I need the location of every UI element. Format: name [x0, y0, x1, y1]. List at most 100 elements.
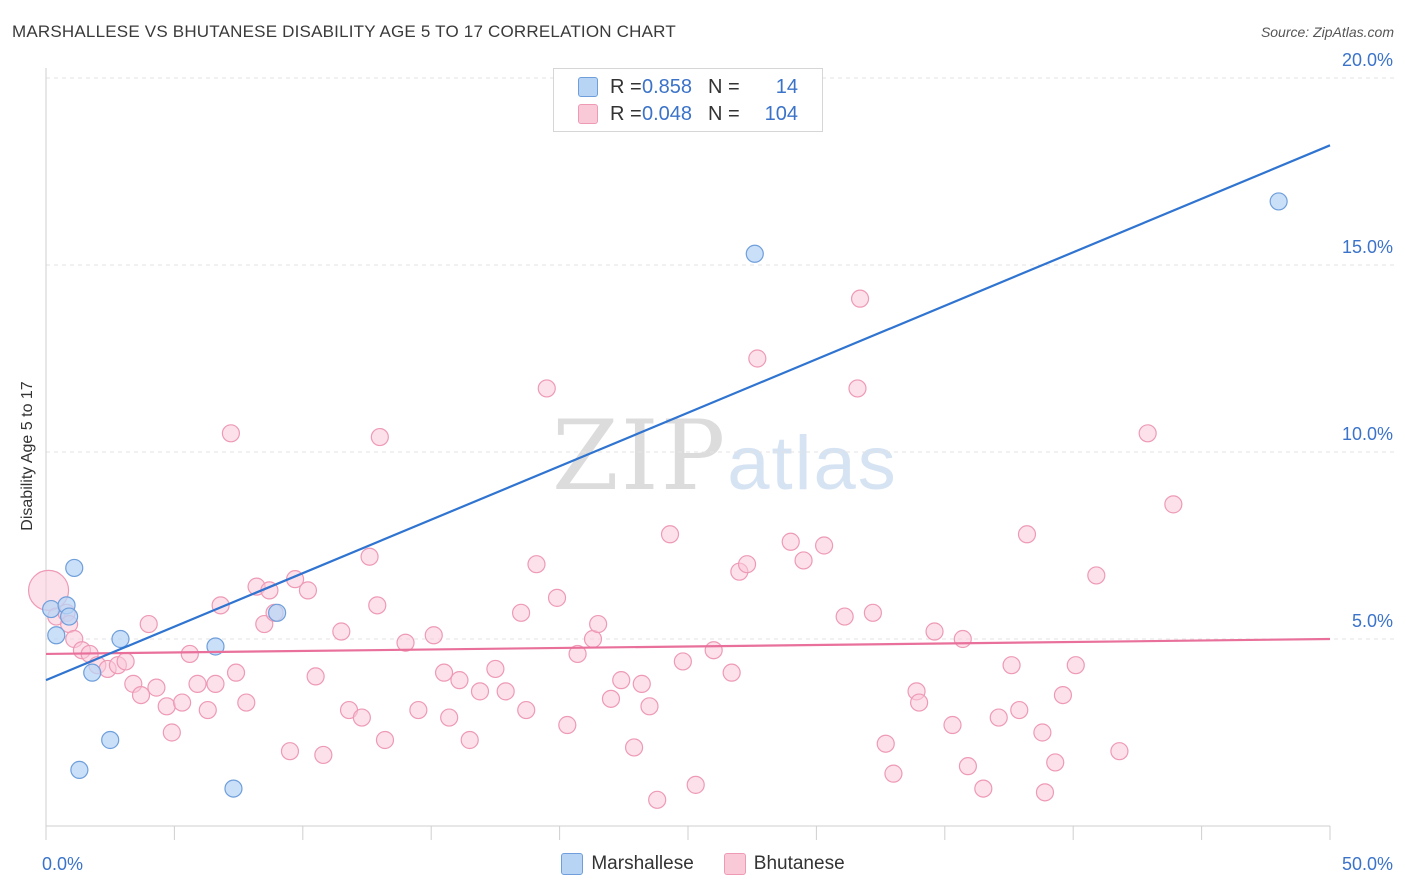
- legend-row-marshallese: R = 0.858 N = 14: [578, 75, 798, 99]
- marshallese-point: [206, 637, 225, 656]
- bhutanese-point: [781, 532, 800, 551]
- bhutanese-point: [748, 349, 767, 368]
- r-label: R =: [610, 102, 642, 125]
- bhutanese-point: [409, 700, 428, 720]
- bhutanese-point: [237, 693, 256, 712]
- watermark-zip: ZIP: [552, 400, 728, 512]
- marshallese-point: [60, 607, 79, 626]
- bhutanese-point: [511, 603, 531, 622]
- bhutanese-point: [558, 715, 577, 735]
- bhutanese-point: [1010, 700, 1029, 720]
- bhutanese-point: [648, 790, 667, 809]
- bhutanese-point: [470, 682, 490, 701]
- watermark-atlas: atlas: [727, 421, 898, 506]
- trend-lines: [45, 144, 1331, 682]
- bhutanese-legend-label: Bhutanese: [753, 853, 845, 874]
- legend-item-marshallese[interactable]: Marshallese: [561, 853, 694, 875]
- marshallese-point: [1269, 192, 1288, 211]
- bhutanese-point: [206, 674, 225, 693]
- bhutanese-point: [884, 764, 903, 783]
- grid: [46, 77, 1394, 640]
- bhutanese-point: [368, 596, 387, 615]
- bhutanese-point: [686, 775, 705, 794]
- bhutanese-point: [848, 379, 867, 398]
- series-legend: Marshallese Bhutanese: [0, 852, 1406, 876]
- bhutanese-point: [1164, 495, 1183, 514]
- bhutanese-point: [424, 626, 443, 645]
- n-value: 104: [764, 102, 798, 125]
- marshallese-point: [70, 760, 89, 780]
- marshallese-point: [47, 626, 66, 645]
- bhutanese-point: [632, 674, 651, 693]
- bhutanese-point: [974, 779, 993, 798]
- marshallese-point: [111, 629, 130, 649]
- n-value: 14: [775, 75, 798, 98]
- bhutanese-point: [737, 555, 757, 574]
- bhutanese-point: [147, 678, 166, 697]
- marshallese-point: [745, 244, 764, 263]
- bhutanese-point: [722, 663, 741, 682]
- bhutanese-point: [370, 427, 389, 447]
- bhutanese-point: [517, 700, 536, 720]
- bhutanese-point: [298, 581, 318, 600]
- chart-title: MARSHALLESE VS BHUTANESE DISABILITY AGE …: [12, 22, 676, 41]
- x-tick-label: 0.0%: [42, 854, 83, 874]
- y-tick-label: 5.0%: [1352, 611, 1393, 631]
- bhutanese-point: [943, 715, 962, 735]
- bhutanese-point: [280, 742, 300, 761]
- axes: [45, 68, 1331, 840]
- legend-row-bhutanese: R = 0.048 N = 104: [578, 102, 798, 126]
- r-value: 0.858: [642, 75, 693, 98]
- bhutanese-point: [255, 614, 274, 634]
- bhutanese-point: [876, 734, 895, 753]
- bhutanese-point: [1002, 656, 1021, 675]
- bhutanese-point: [198, 700, 217, 720]
- source-label: Source: ZipAtlas.com: [1260, 24, 1394, 40]
- bhutanese-point: [660, 525, 680, 544]
- bhutanese-point: [925, 622, 944, 641]
- bhutanese-point: [486, 659, 505, 679]
- bhutanese-trend-line: [45, 637, 1331, 656]
- n-label: N =: [708, 75, 740, 98]
- marshallese-point: [224, 779, 243, 798]
- bhutanese-point: [116, 652, 135, 671]
- y-tick-label: 10.0%: [1342, 424, 1393, 444]
- x-tick-label: 50.0%: [1342, 854, 1393, 874]
- marshallese-point: [268, 603, 287, 622]
- bhutanese-points: [27, 289, 1183, 809]
- bhutanese-point: [1053, 685, 1073, 705]
- bhutanese-point: [352, 708, 371, 727]
- bhutanese-point: [1046, 753, 1065, 772]
- bhutanese-swatch: [578, 104, 598, 124]
- bhutanese-point: [589, 614, 608, 634]
- bhutanese-point: [180, 644, 199, 664]
- bhutanese-point: [1087, 566, 1106, 585]
- bhutanese-point: [989, 708, 1008, 727]
- bhutanese-point: [1035, 783, 1055, 802]
- y-tick-label: 20.0%: [1342, 50, 1393, 70]
- y-tick-label: 15.0%: [1342, 237, 1393, 257]
- bhutanese-point: [460, 730, 479, 750]
- bhutanese-point: [953, 629, 972, 649]
- bhutanese-point: [527, 555, 546, 574]
- marshallese-point: [101, 730, 120, 750]
- bhutanese-point: [173, 693, 192, 712]
- bhutanese-point: [794, 551, 813, 570]
- bhutanese-point: [188, 674, 207, 693]
- bhutanese-point: [450, 671, 469, 690]
- marshallese-trend-line: [45, 144, 1331, 682]
- bhutanese-point: [157, 697, 176, 716]
- bhutanese-point: [958, 757, 978, 776]
- r-label: R =: [610, 75, 642, 98]
- marshallese-legend-swatch: [561, 853, 584, 875]
- bhutanese-point: [1066, 656, 1085, 675]
- n-label: N =: [708, 102, 740, 125]
- legend-item-bhutanese[interactable]: Bhutanese: [723, 853, 845, 875]
- bhutanese-point: [434, 663, 454, 682]
- bhutanese-point: [910, 693, 929, 712]
- bhutanese-point: [396, 633, 415, 652]
- bhutanese-point: [139, 614, 158, 634]
- bhutanese-point: [221, 424, 240, 443]
- marshallese-swatch: [578, 77, 598, 97]
- tick-labels: 5.0% 10.0% 15.0% 20.0% 0.0% 50.0%: [42, 50, 1393, 874]
